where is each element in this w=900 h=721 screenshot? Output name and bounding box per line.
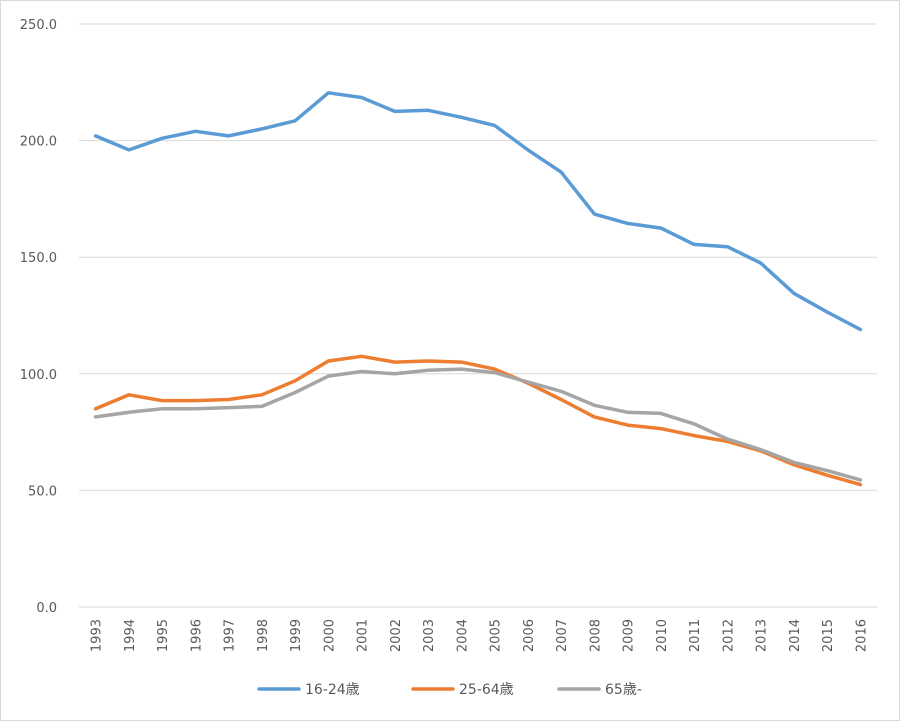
x-tick-label: 2007 [555, 619, 570, 652]
y-tick-label: 0.0 [36, 601, 57, 616]
x-tick-label: 2008 [588, 619, 603, 652]
x-tick-label: 1993 [90, 619, 105, 652]
x-tick-label: 2003 [422, 619, 437, 652]
x-tick-label: 2010 [655, 619, 670, 652]
series-line-2 [93, 367, 863, 482]
x-tick-label: 2002 [389, 619, 404, 652]
y-tick-label: 100.0 [20, 368, 57, 383]
legend-label: 65歳- [605, 682, 642, 698]
x-tick-label: 1995 [156, 619, 171, 652]
x-tick-label: 2011 [688, 619, 703, 652]
x-tick-label: 2006 [522, 619, 537, 652]
series-line-1 [93, 354, 863, 487]
legend-label: 25-64歳 [459, 682, 514, 698]
x-tick-label: 2004 [455, 619, 470, 652]
legend: 16-24歳 25-64歳 65歳- [257, 682, 642, 698]
gridlines [79, 23, 877, 608]
x-tick-label: 1998 [256, 619, 271, 652]
y-tick-label: 50.0 [28, 484, 57, 499]
x-tick-label: 2012 [721, 619, 736, 652]
y-axis-ticks: 0.0 50.0 100.0 150.0 200.0 250.0 [20, 18, 57, 616]
x-tick-label: 2000 [322, 619, 337, 652]
y-tick-label: 200.0 [20, 135, 57, 150]
y-tick-label: 150.0 [20, 251, 57, 266]
y-tick-label: 250.0 [20, 18, 57, 33]
x-tick-label: 2016 [854, 619, 869, 652]
x-tick-label: 2005 [489, 619, 504, 652]
x-axis-ticks: 1993 1994 1995 1996 1997 1998 1999 2000 2001 2002… [90, 619, 870, 652]
x-tick-label: 1997 [223, 619, 238, 652]
legend-label: 16-24歳 [305, 682, 360, 698]
series-line-0 [93, 91, 863, 332]
x-tick-label: 2009 [622, 619, 637, 652]
series-lines [93, 91, 863, 487]
x-tick-label: 1994 [123, 619, 138, 652]
x-tick-label: 2013 [755, 619, 770, 652]
x-tick-label: 2001 [356, 619, 371, 652]
x-tick-label: 2014 [788, 619, 803, 652]
x-tick-label: 2015 [821, 619, 836, 652]
x-tick-label: 1996 [189, 619, 204, 652]
x-tick-label: 1999 [289, 619, 304, 652]
